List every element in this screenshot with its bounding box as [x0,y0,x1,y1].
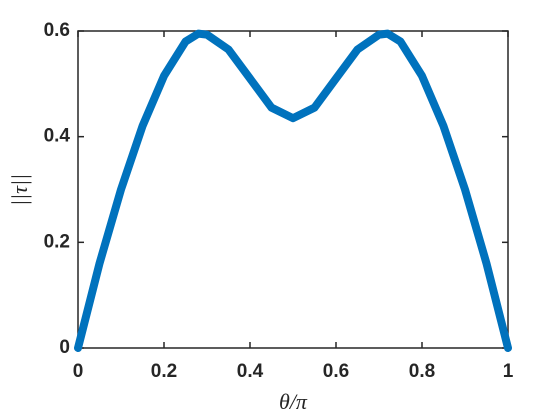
y-tick-label: 0.4 [44,126,71,147]
x-tick-label: 0.4 [237,361,264,382]
data-line [74,29,512,352]
y-tick-label: 0.2 [44,231,70,252]
x-tick-label: 0.6 [323,361,349,382]
y-tick-label: 0.6 [44,20,70,41]
x-axis-label: θ/π [279,389,308,414]
y-tick-label: 0 [59,337,70,358]
axes-box [77,30,509,349]
x-tick-label: 0.2 [151,361,177,382]
x-tick-label: 0 [73,361,84,382]
x-tick-label: 0.8 [409,361,435,382]
y-axis-label: ||τ|| [7,174,32,206]
x-tick-label: 1 [503,361,514,382]
